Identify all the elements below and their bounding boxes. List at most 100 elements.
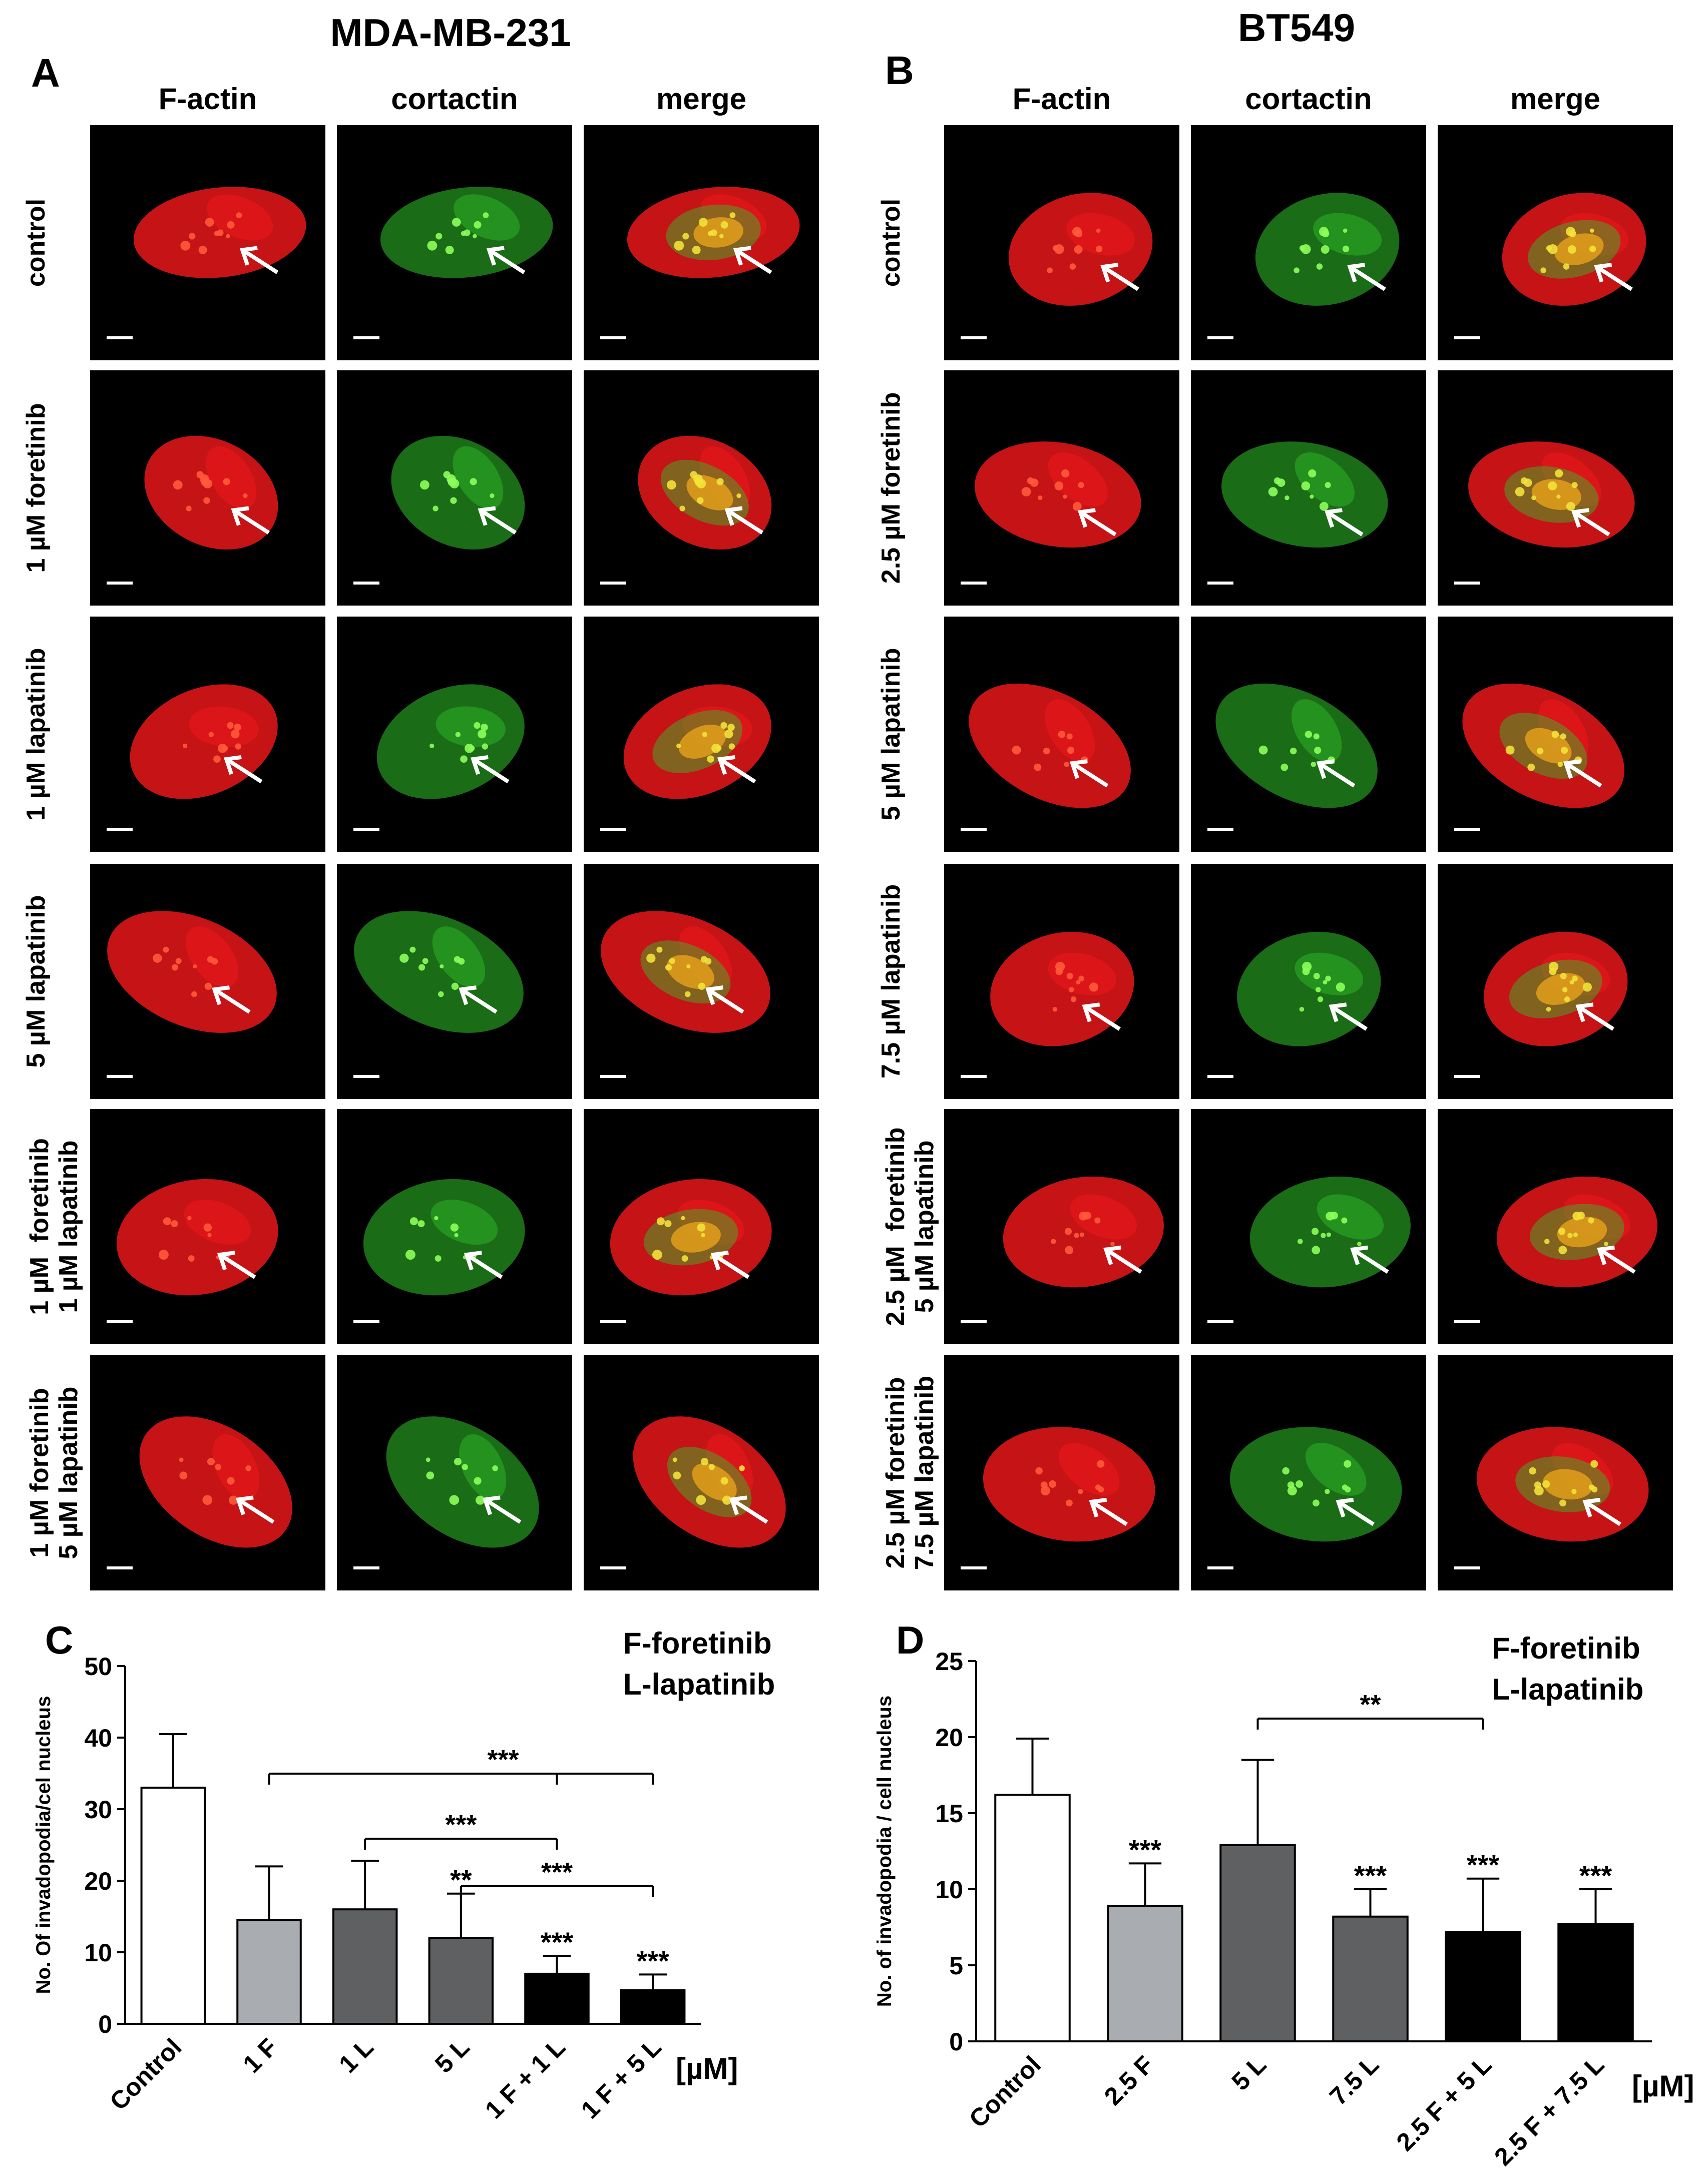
legend-entry: F-foretinib [1492, 1631, 1640, 1665]
scale-bar [600, 1074, 626, 1078]
bar [1557, 1923, 1634, 2042]
x-tick-label: 5 L [1226, 2050, 1272, 2096]
panel-b-micrograph-r3-c0 [944, 864, 1179, 1099]
scale-bar [353, 1074, 379, 1078]
legend-entry: F-foretinib [623, 1626, 772, 1660]
panel-b-micrograph-r3-c2 [1438, 864, 1673, 1099]
panel-a-row-label-3: 5 µM lapatinib [21, 895, 51, 1068]
panel-a-micrograph-r5-c0 [90, 1355, 325, 1590]
panel-b-micrograph-r1-c0 [944, 370, 1179, 606]
panel-a-col-merge: merge [656, 82, 747, 116]
significance-stars: *** [636, 1945, 669, 1976]
panel-a-col-cortactin: cortactin [391, 82, 518, 116]
bar [332, 1908, 398, 2025]
panel-b-micrograph-r5-c1 [1191, 1355, 1426, 1590]
chart-d: D F-foretinib L-lapatinib 0 5 10 15 20 25 No. of … [874, 1618, 1694, 2171]
scale-bar [353, 827, 379, 831]
scale-bar [1454, 1566, 1480, 1569]
bar [140, 1787, 206, 2025]
x-axis-unit: [µM] [676, 2052, 738, 2085]
bar [524, 1972, 590, 2025]
scale-bar [106, 1074, 133, 1078]
scale-bar [106, 827, 133, 831]
scale-bar [600, 336, 626, 339]
y-tick-label: 5 [949, 1952, 963, 1980]
panel-b-micrograph-r3-c1 [1191, 864, 1426, 1099]
panel-b-micrograph-r0-c0 [944, 125, 1179, 360]
bar [1219, 1844, 1296, 2042]
bar [1332, 1915, 1409, 2042]
scale-bar [353, 1566, 379, 1569]
significance-stars: *** [1579, 1860, 1612, 1891]
x-tick-label: 2.5 F + 7.5 L [1489, 2050, 1609, 2171]
x-tick-label: 1 F + 5 L [576, 2033, 667, 2124]
scale-bar [106, 581, 133, 585]
panel-a-micrograph-r0-c0 [90, 125, 325, 360]
panel-a-row-label-5: 1 µM foretinib 5 µM lapatinib [25, 1386, 83, 1559]
scale-bar [1207, 581, 1233, 585]
x-tick-label: 2.5 F [1099, 2050, 1159, 2110]
y-tick-label: 10 [935, 1876, 963, 1904]
panel-a-title: MDA-MB-231 [330, 11, 571, 55]
panel-a-micrograph-r3-c2 [584, 864, 819, 1099]
significance-stars: *** [541, 1926, 574, 1958]
panel-b-micrograph-r2-c2 [1438, 617, 1673, 852]
panel-a-micrograph-r3-c1 [337, 864, 572, 1099]
panel-a-col-factin: F-actin [158, 82, 257, 116]
x-axis-unit: [µM] [1632, 2069, 1694, 2103]
panel-b-title: BT549 [1237, 6, 1356, 50]
scale-bar [960, 1320, 987, 1323]
panel-a-micrograph-r1-c2 [584, 370, 819, 606]
comparison-label: *** [487, 1745, 519, 1775]
scale-bar [1454, 827, 1480, 831]
significance-stars: *** [1354, 1860, 1387, 1891]
scale-bar [1207, 336, 1233, 339]
panel-a-row-label-1: 1 µM foretinib [21, 403, 51, 573]
panel-a-micrograph-r2-c2 [584, 617, 819, 852]
panel-b-micrograph-r1-c1 [1191, 370, 1426, 606]
comparison-label: ** [1360, 1690, 1381, 1720]
panel-a-micrograph-r1-c0 [90, 370, 325, 606]
panel-a-micrograph-r5-c1 [337, 1355, 572, 1590]
comparison-label: *** [445, 1810, 477, 1840]
x-tick-label: 1 F [238, 2033, 283, 2078]
scale-bar [960, 336, 987, 339]
scale-bar [353, 581, 379, 585]
panel-a-micrograph-r3-c0 [90, 864, 325, 1099]
y-tick-label: 50 [84, 1653, 112, 1681]
comparison-label: *** [541, 1857, 573, 1887]
scale-bar [1454, 1074, 1480, 1078]
chart-letter: C [45, 1618, 73, 1662]
panel-b-row-label-1: 2.5 µM foretinib [876, 392, 906, 584]
y-axis-label: No. of invadopodia / cell nucleus [874, 1696, 896, 2007]
panel-a-row-label-4: 1 µM foretinib 1 µM lapatinib [25, 1138, 83, 1315]
panel-a-micrograph-r0-c2 [584, 125, 819, 360]
scale-bar [1207, 1074, 1233, 1078]
panel-a-micrograph-r2-c1 [337, 617, 572, 852]
panel-a-micrograph-r5-c2 [584, 1355, 819, 1590]
panel-b-micrograph-r1-c2 [1438, 370, 1673, 606]
scale-bar [106, 336, 133, 339]
y-tick-label: 0 [98, 2010, 112, 2038]
scale-bar [353, 1320, 379, 1323]
x-tick-label: 7.5 L [1324, 2050, 1384, 2110]
scale-bar [600, 1320, 626, 1323]
chart-letter: D [896, 1618, 924, 1662]
panel-b-row-label-5: 2.5 µM foretinib 7.5 µM lapatinib [881, 1375, 939, 1570]
scale-bar [960, 827, 987, 831]
panel-b-micrograph-r0-c2 [1438, 125, 1673, 360]
scale-bar [600, 581, 626, 585]
scale-bar [1207, 827, 1233, 831]
panel-b-letter: B [885, 48, 914, 93]
panel-b-col-factin: F-actin [1012, 82, 1111, 116]
x-tick-label: Control [104, 2033, 187, 2115]
legend-entry: L-lapatinib [623, 1668, 775, 1701]
scale-bar [960, 1074, 987, 1078]
panel-a-row-label-0: control [21, 198, 51, 287]
panel-b-micrograph-r4-c1 [1191, 1109, 1426, 1344]
scale-bar [1207, 1320, 1233, 1323]
x-tick-label: 2.5 F + 5 L [1391, 2050, 1497, 2156]
panel-a-micrograph-r4-c0 [90, 1109, 325, 1344]
bar [1107, 1905, 1183, 2042]
y-tick-label: 20 [84, 1867, 112, 1895]
